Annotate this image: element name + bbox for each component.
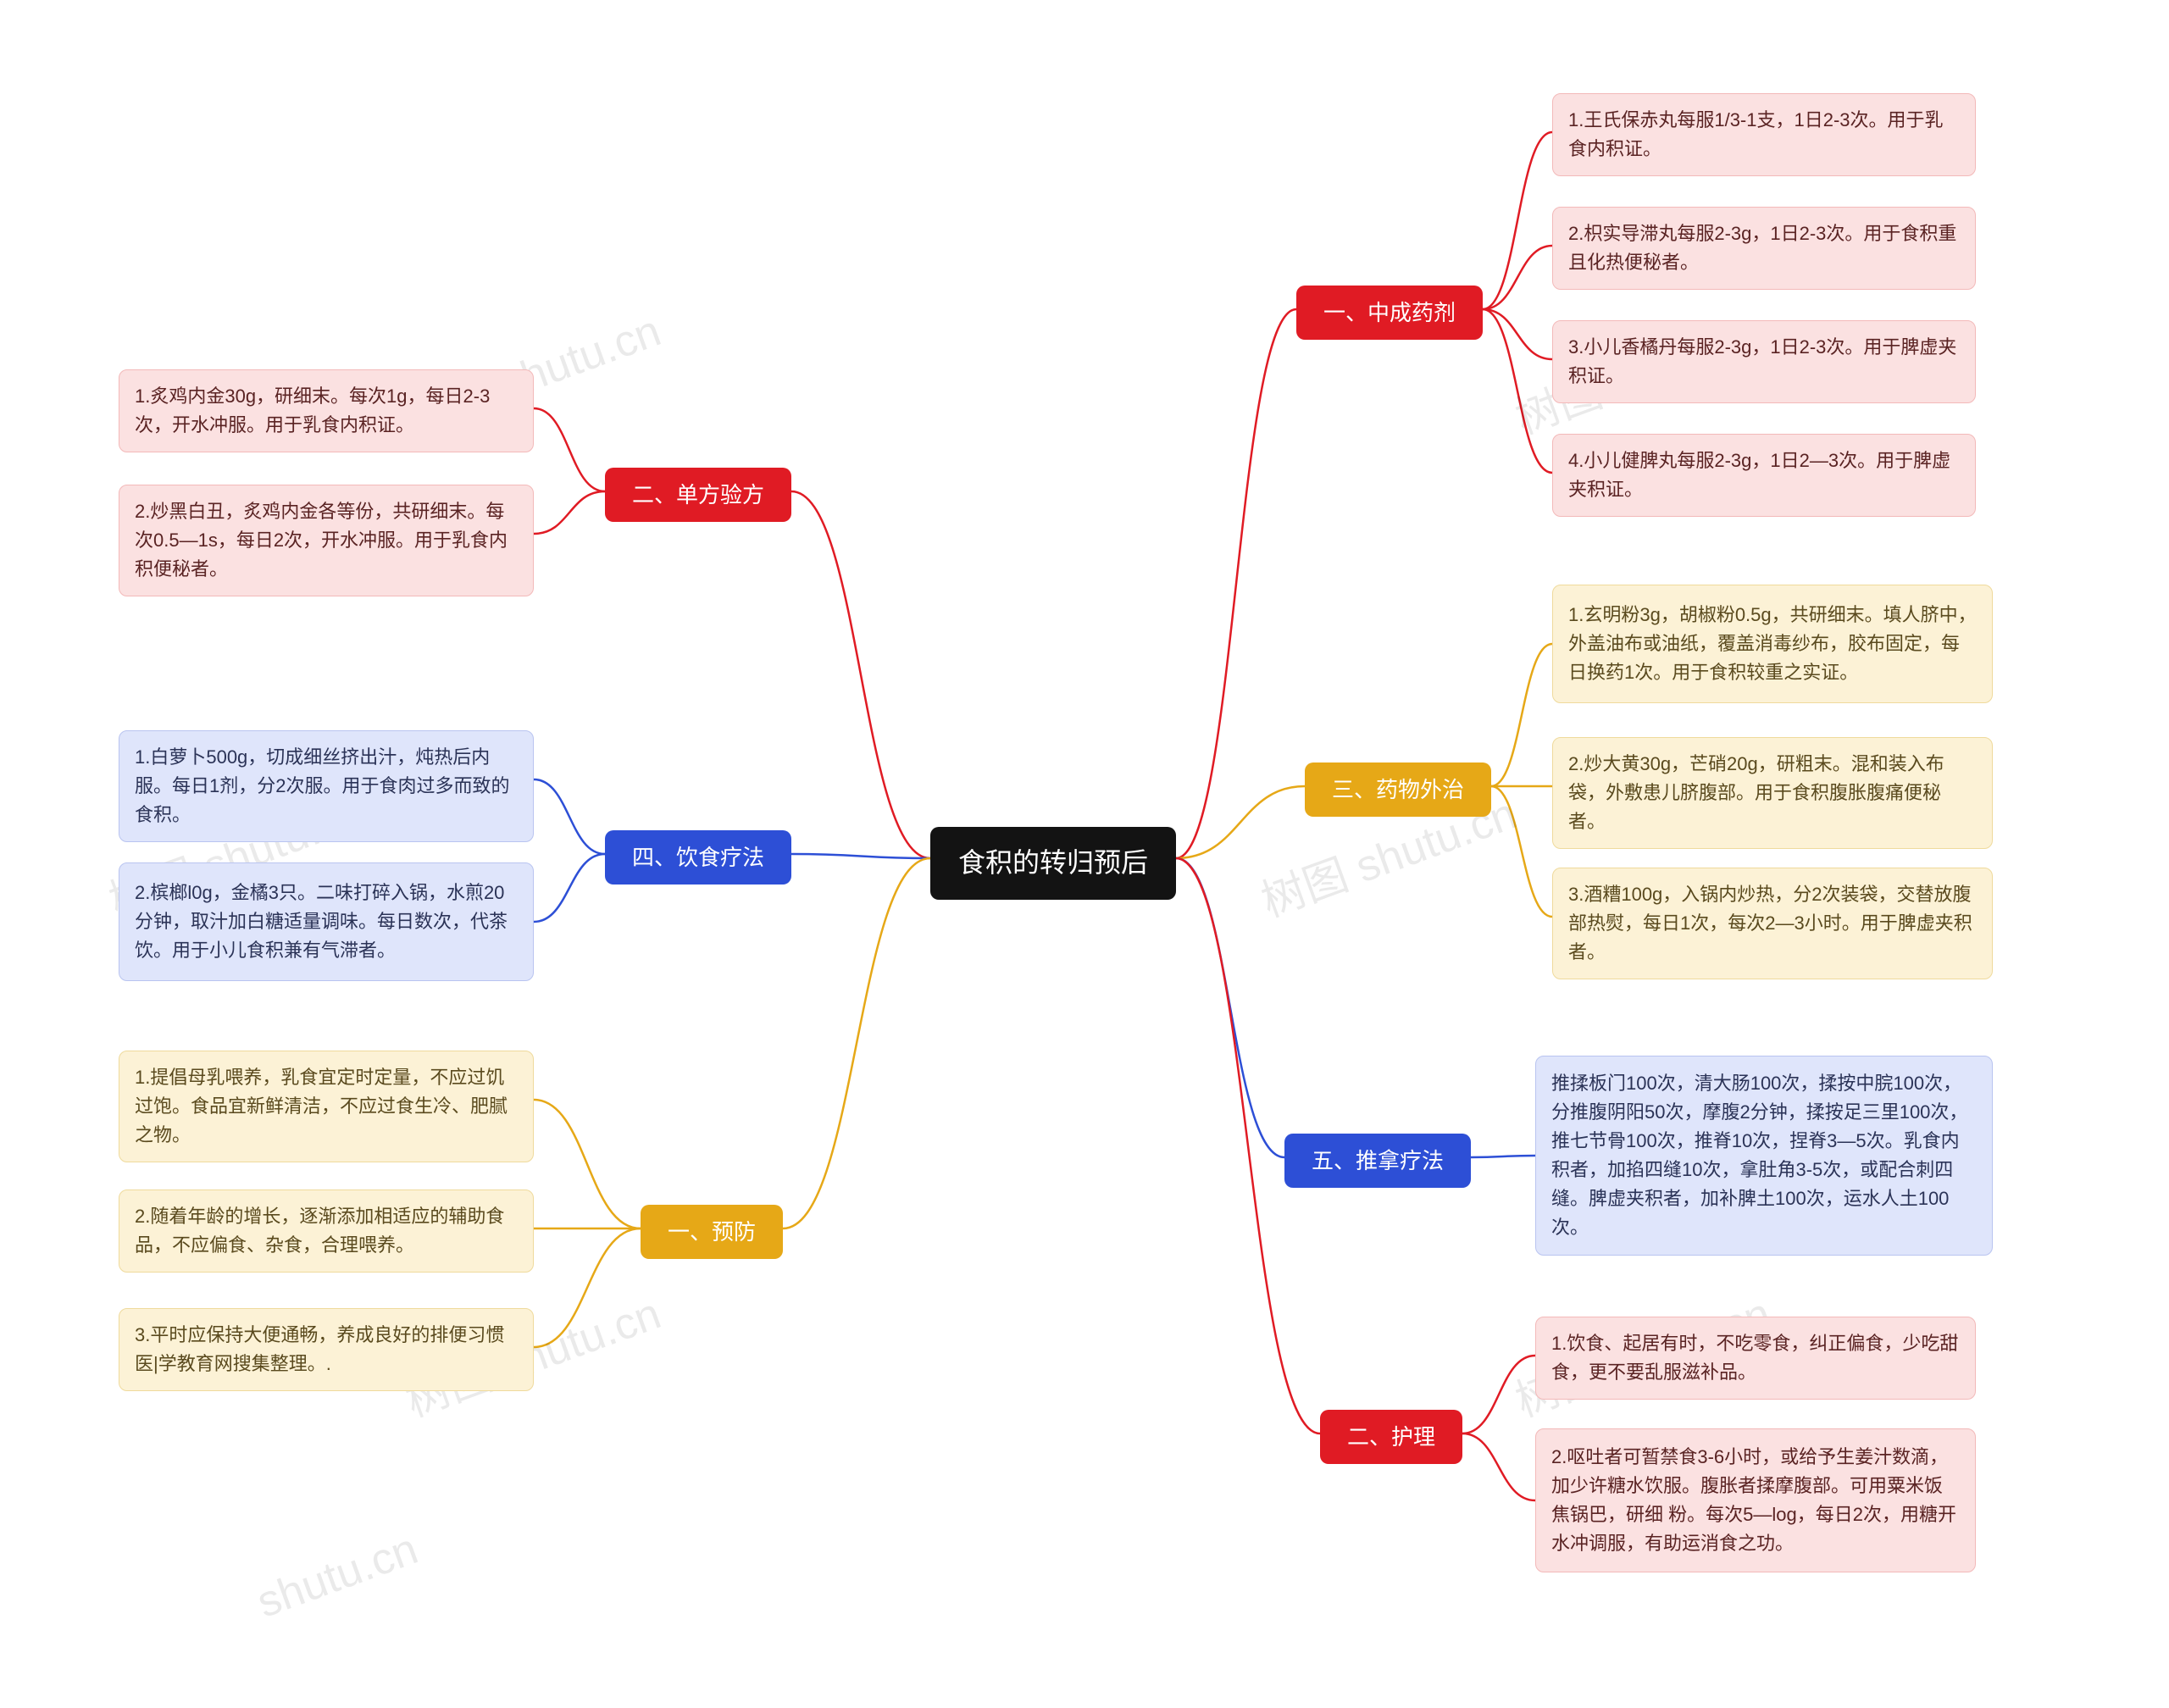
leaf-node: 1.王氏保赤丸每服1/3-1支，1日2-3次。用于乳食内积证。 [1552,93,1976,176]
mindmap-canvas: 树图 shutu.cn树图 shutu.cn树图 shutu.cn树图 shut… [0,0,2169,1708]
edge [534,1100,641,1228]
edge [534,779,605,854]
edge [1491,786,1552,917]
leaf-node: 2.呕吐者可暂禁食3-6小时，或给予生姜汁数滴，加少许糖水饮服。腹胀者揉摩腹部。… [1535,1428,1976,1572]
edge [791,491,930,858]
edge [1483,132,1552,309]
leaf-node: 1.饮食、起居有时，不吃零食，纠正偏食，少吃甜食，更不要乱服滋补品。 [1535,1317,1976,1400]
leaf-node: 1.玄明粉3g，胡椒粉0.5g，共研细末。填人脐中，外盖油布或油纸，覆盖消毒纱布… [1552,585,1993,703]
edge [1491,644,1552,786]
topic-node: 五、推拿疗法 [1284,1134,1471,1188]
leaf-node: 3.小儿香橘丹每服2-3g，1日2-3次。用于脾虚夹积证。 [1552,320,1976,403]
edge [1483,309,1552,473]
leaf-node: 1.提倡母乳喂养，乳食宜定时定量，不应过饥过饱。食品宜新鲜清洁，不应过食生冷、肥… [119,1051,534,1162]
edge [783,858,930,1228]
topic-node: 一、中成药剂 [1296,286,1483,340]
edge [1483,309,1552,359]
leaf-node: 1.白萝卜500g，切成细丝挤出汁，炖热后内服。每日1剂，分2次服。用于食肉过多… [119,730,534,842]
edge [1462,1434,1535,1500]
leaf-node: 2.枳实导滞丸每服2-3g，1日2-3次。用于食积重且化热便秘者。 [1552,207,1976,290]
leaf-node: 2.炒大黄30g，芒硝20g，研粗末。混和装入布袋，外敷患儿脐腹部。用于食积腹胀… [1552,737,1993,849]
edge [1176,786,1305,858]
edge [791,854,930,858]
edge [1471,1156,1535,1157]
edge [1176,309,1296,858]
leaf-node: 2.随着年龄的增长，逐渐添加相适应的辅助食品，不应偏食、杂食，合理喂养。 [119,1190,534,1273]
root-node: 食积的转归预后 [930,827,1176,900]
leaf-node: 3.酒糟100g，入锅内炒热，分2次装袋，交替放腹部热熨，每日1次，每次2—3小… [1552,868,1993,979]
edge [1483,246,1552,309]
leaf-node: 4.小儿健脾丸每服2-3g，1日2—3次。用于脾虚夹积证。 [1552,434,1976,517]
leaf-node: 3.平时应保持大便通畅，养成良好的排便习惯医|学教育网搜集整理。. [119,1308,534,1391]
topic-node: 二、护理 [1320,1410,1462,1464]
leaf-node: 2.炒黑白丑，炙鸡内金各等份，共研细末。每次0.5—1s，每日2次，开水冲服。用… [119,485,534,596]
edge [534,854,605,922]
topic-node: 二、单方验方 [605,468,791,522]
edge [534,491,605,534]
leaf-node: 2.槟榔l0g，金橘3只。二味打碎入锅，水煎20分钟，取汁加白糖适量调味。每日数… [119,862,534,981]
edge [1176,858,1284,1157]
edge [534,408,605,491]
edge [534,1228,641,1347]
topic-node: 四、饮食疗法 [605,830,791,884]
topic-node: 三、药物外治 [1305,762,1491,817]
edge [1462,1356,1535,1434]
topic-node: 一、预防 [641,1205,783,1259]
leaf-node: 1.炙鸡内金30g，研细末。每次1g，每日2-3次，开水冲服。用于乳食内积证。 [119,369,534,452]
watermark: shutu.cn [251,1523,424,1628]
leaf-node: 推揉板门100次，清大肠100次，揉按中脘100次，分推腹阴阳50次，摩腹2分钟… [1535,1056,1993,1256]
